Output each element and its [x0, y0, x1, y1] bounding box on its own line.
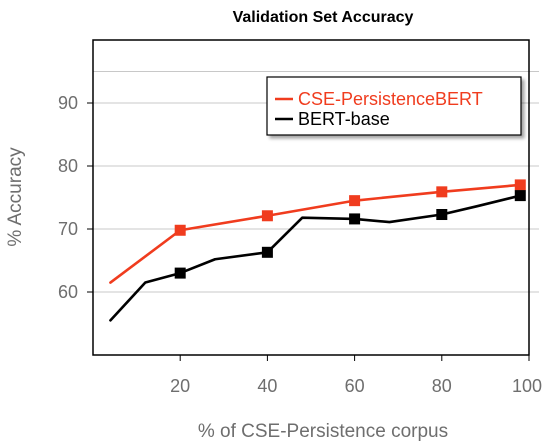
data-series	[109, 179, 526, 322]
data-point-marker	[514, 179, 526, 191]
data-point-marker	[261, 246, 273, 258]
series-line-bert-base	[109, 194, 522, 322]
data-point-marker	[174, 224, 186, 236]
legend-label: BERT-base	[298, 109, 390, 129]
y-tick-label: 80	[58, 156, 78, 176]
data-point-marker	[436, 209, 448, 221]
y-tick-labels: 60 70 80 90	[58, 93, 93, 302]
x-tick-label: 60	[345, 376, 365, 396]
y-axis-label: % Accuracy	[5, 147, 26, 247]
data-point-marker	[261, 210, 273, 222]
plot-frame	[92, 39, 530, 356]
series-bert-base	[109, 190, 526, 322]
x-axis-label: % of CSE-Persistence corpus	[198, 421, 448, 442]
y-tick-label: 60	[58, 282, 78, 302]
data-point-marker	[349, 195, 361, 207]
y-tick-label: 90	[58, 93, 78, 113]
data-point-marker	[436, 186, 448, 198]
chart-title: Validation Set Accuracy	[233, 9, 414, 26]
x-tick-labels: 20 40 60 80 100	[170, 355, 542, 396]
series-cse-persistencebert	[109, 179, 526, 284]
y-tick-label: 70	[58, 219, 78, 239]
x-tick-label: 80	[432, 376, 452, 396]
x-tick-label: 100	[512, 376, 542, 396]
legend-box	[266, 76, 522, 136]
legend-label: CSE-PersistenceBERT	[298, 89, 483, 109]
series-line-cse-persistencebert	[109, 183, 522, 284]
data-point-marker	[514, 190, 526, 202]
data-point-marker	[174, 267, 186, 279]
x-tick-label: 40	[257, 376, 277, 396]
data-point-marker	[349, 213, 361, 225]
x-tick-label: 20	[170, 376, 190, 396]
